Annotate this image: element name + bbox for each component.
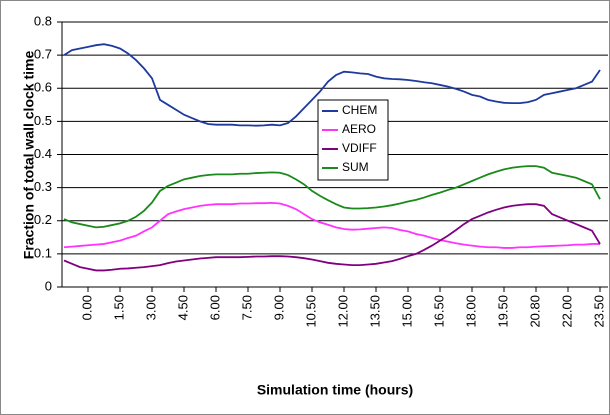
- y-tick-label: 0.7: [34, 47, 52, 62]
- y-tick-label: 0.6: [34, 80, 52, 95]
- x-tick-label: 3.00: [143, 295, 158, 320]
- legend-box: [317, 99, 389, 181]
- x-tick-label: 1.50: [111, 295, 126, 320]
- y-tick-label: 0: [45, 278, 52, 293]
- x-tick-label: 13.50: [367, 295, 382, 328]
- legend-label: AERO: [342, 122, 376, 136]
- series-line: [63, 203, 601, 272]
- series-line: [63, 201, 600, 249]
- x-tick-label: 20.80: [527, 295, 542, 328]
- x-tick-label: 0.00: [79, 295, 94, 320]
- x-tick-label: 22.00: [559, 295, 574, 328]
- series-line: [63, 165, 601, 229]
- series-line: [63, 43, 601, 127]
- y-tick-label: 0.4: [34, 146, 52, 161]
- y-tick-label: 0.3: [34, 179, 52, 194]
- x-tick-label: 15.00: [399, 295, 414, 328]
- x-tick-label: 10.50: [303, 295, 318, 328]
- x-tick-label: 9.00: [271, 295, 286, 320]
- y-tick-label: 0.8: [34, 13, 52, 28]
- y-axis-title: Fraction of total wall clock time: [21, 51, 37, 260]
- y-tick-label: 0.5: [34, 113, 52, 128]
- x-tick-label: 18.00: [463, 295, 478, 328]
- x-tick-label: 4.50: [175, 295, 190, 320]
- x-tick-label: 23.50: [591, 295, 606, 328]
- y-tick-label: 0.2: [34, 212, 52, 227]
- x-tick-label: 16.50: [431, 295, 446, 328]
- x-tick-label: 12.00: [335, 295, 350, 328]
- x-tick-label: 7.50: [239, 295, 254, 320]
- y-tick-label: 0.1: [34, 245, 52, 260]
- x-tick-label: 19.50: [495, 295, 510, 328]
- x-tick-label: 6.00: [207, 295, 222, 320]
- legend-label: SUM: [342, 160, 369, 174]
- x-axis-title: Simulation time (hours): [257, 382, 413, 398]
- legend-label: VDIFF: [342, 141, 377, 155]
- legend-label: CHEM: [342, 103, 377, 117]
